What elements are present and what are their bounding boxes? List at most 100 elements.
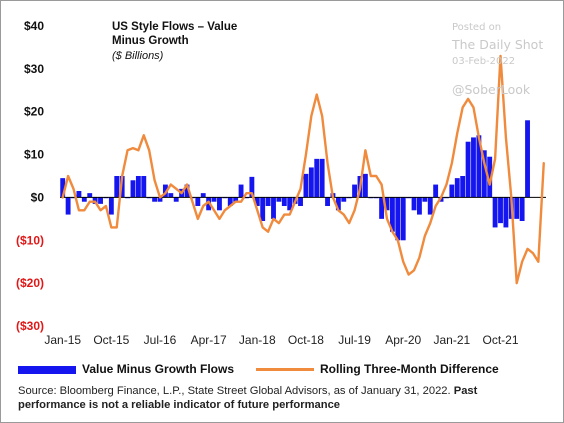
watermark-date: 03-Feb-2022 xyxy=(452,56,516,67)
bar-20 xyxy=(168,193,174,198)
source-text: Source: Bloomberg Finance, L.P., State S… xyxy=(18,385,454,397)
bar-35 xyxy=(249,176,255,198)
bar-85 xyxy=(519,197,525,221)
bar-13 xyxy=(130,180,136,198)
y-tick-label: $0 xyxy=(31,190,45,204)
bar-23 xyxy=(184,184,190,198)
bar-39 xyxy=(271,197,276,219)
legend-line-label: Rolling Three-Month Difference xyxy=(320,362,499,376)
chart-title: US Style Flows – Value xyxy=(112,21,238,33)
y-tick-label: ($20) xyxy=(16,276,44,290)
bar-74 xyxy=(460,176,466,198)
y-tick-label: $30 xyxy=(24,62,44,76)
x-axis-ticks: Jan-15 Oct-15 Jul-16 Apr-17 Jan-18 Oct-18 Jul-… xyxy=(44,333,518,347)
bar-72 xyxy=(449,184,455,198)
bar-49 xyxy=(325,197,330,206)
bar-66 xyxy=(417,197,422,215)
bar-37 xyxy=(260,197,266,221)
legend-line-swatch xyxy=(256,368,314,372)
bar-1 xyxy=(65,197,71,215)
legend-item-line: Rolling Three-Month Difference xyxy=(256,362,499,376)
x-tick-label: Jan-21 xyxy=(434,333,471,347)
bar-84 xyxy=(514,197,520,219)
bar-7 xyxy=(98,197,103,204)
x-tick-label: Jul-19 xyxy=(338,333,371,347)
y-tick-label: ($10) xyxy=(16,233,44,247)
y-tick-label: $10 xyxy=(24,148,44,162)
watermark-handle: @SoberLook xyxy=(452,82,531,97)
bar-21 xyxy=(173,197,179,202)
watermark-site: The Daily Shot xyxy=(452,37,544,52)
bar-68 xyxy=(427,197,433,215)
legend-bars-label: Value Minus Growth Flows xyxy=(82,362,235,376)
bar-76 xyxy=(471,137,476,198)
bar-0 xyxy=(60,178,66,198)
bar-38 xyxy=(265,197,271,206)
source-disclaimer: Past performance is not a reliable indic… xyxy=(18,385,478,411)
bar-17 xyxy=(152,197,158,202)
y-tick-label: $20 xyxy=(24,105,44,119)
bar-4 xyxy=(81,197,87,202)
bar-47 xyxy=(314,158,320,198)
x-tick-label: Jan-18 xyxy=(239,333,276,347)
bar-56 xyxy=(362,173,368,198)
bar-46 xyxy=(308,167,314,198)
bar-45 xyxy=(303,173,309,198)
bar-86 xyxy=(525,120,530,198)
bar-9 xyxy=(108,197,114,215)
bar-73 xyxy=(454,178,460,198)
x-tick-label: Apr-20 xyxy=(385,333,421,347)
bar-18 xyxy=(157,197,163,202)
bar-75 xyxy=(465,141,471,198)
chart-units: ($ Billions) xyxy=(112,50,164,62)
y-tick-label: ($30) xyxy=(16,319,44,333)
y-tick-label: $40 xyxy=(24,19,44,33)
bar-51 xyxy=(335,197,341,211)
bar-40 xyxy=(276,197,282,202)
bar-59 xyxy=(379,197,385,219)
rolling-difference-line xyxy=(61,54,545,285)
bar-54 xyxy=(352,184,357,198)
x-tick-label: Apr-17 xyxy=(191,333,227,347)
legend-bar-swatch xyxy=(18,365,76,374)
chart-title-block: US Style Flows – Value Minus Growth ($ B… xyxy=(112,20,237,64)
bar-61 xyxy=(389,197,395,232)
x-tick-label: Oct-15 xyxy=(93,333,129,347)
bar-48 xyxy=(319,158,325,198)
bar-10 xyxy=(114,176,120,198)
source-note: Source: Bloomberg Finance, L.P., State S… xyxy=(18,384,548,412)
bar-15 xyxy=(141,176,147,198)
bar-5 xyxy=(87,193,93,198)
bar-series xyxy=(60,120,530,241)
bar-25 xyxy=(195,197,201,206)
bar-65 xyxy=(411,197,417,211)
x-tick-label: Oct-21 xyxy=(483,333,519,347)
legend-item-bars: Value Minus Growth Flows xyxy=(18,362,234,376)
bar-69 xyxy=(433,184,439,198)
bar-81 xyxy=(498,197,503,224)
bar-60 xyxy=(384,197,390,211)
chart-title-line2: Minus Growth xyxy=(112,35,189,47)
bar-31 xyxy=(227,197,233,206)
bar-44 xyxy=(298,197,303,206)
x-tick-label: Jan-15 xyxy=(44,333,81,347)
bar-32 xyxy=(233,197,239,202)
line-series xyxy=(61,54,545,285)
bar-67 xyxy=(422,197,428,202)
bar-77 xyxy=(476,135,482,198)
bar-36 xyxy=(254,197,260,206)
bar-33 xyxy=(238,184,244,198)
x-tick-label: Oct-18 xyxy=(288,333,324,347)
bar-29 xyxy=(217,197,222,211)
x-tick-label: Jul-16 xyxy=(144,333,177,347)
bar-26 xyxy=(200,193,206,198)
y-axis-ticks: $40 $30 $20 $10 $0 ($10) ($20) ($30) xyxy=(16,19,44,333)
bar-28 xyxy=(211,197,217,202)
bar-62 xyxy=(395,197,401,241)
bar-3 xyxy=(76,191,82,198)
bar-79 xyxy=(487,156,493,198)
bar-52 xyxy=(341,197,347,202)
bar-82 xyxy=(503,197,509,228)
bar-14 xyxy=(135,176,141,198)
